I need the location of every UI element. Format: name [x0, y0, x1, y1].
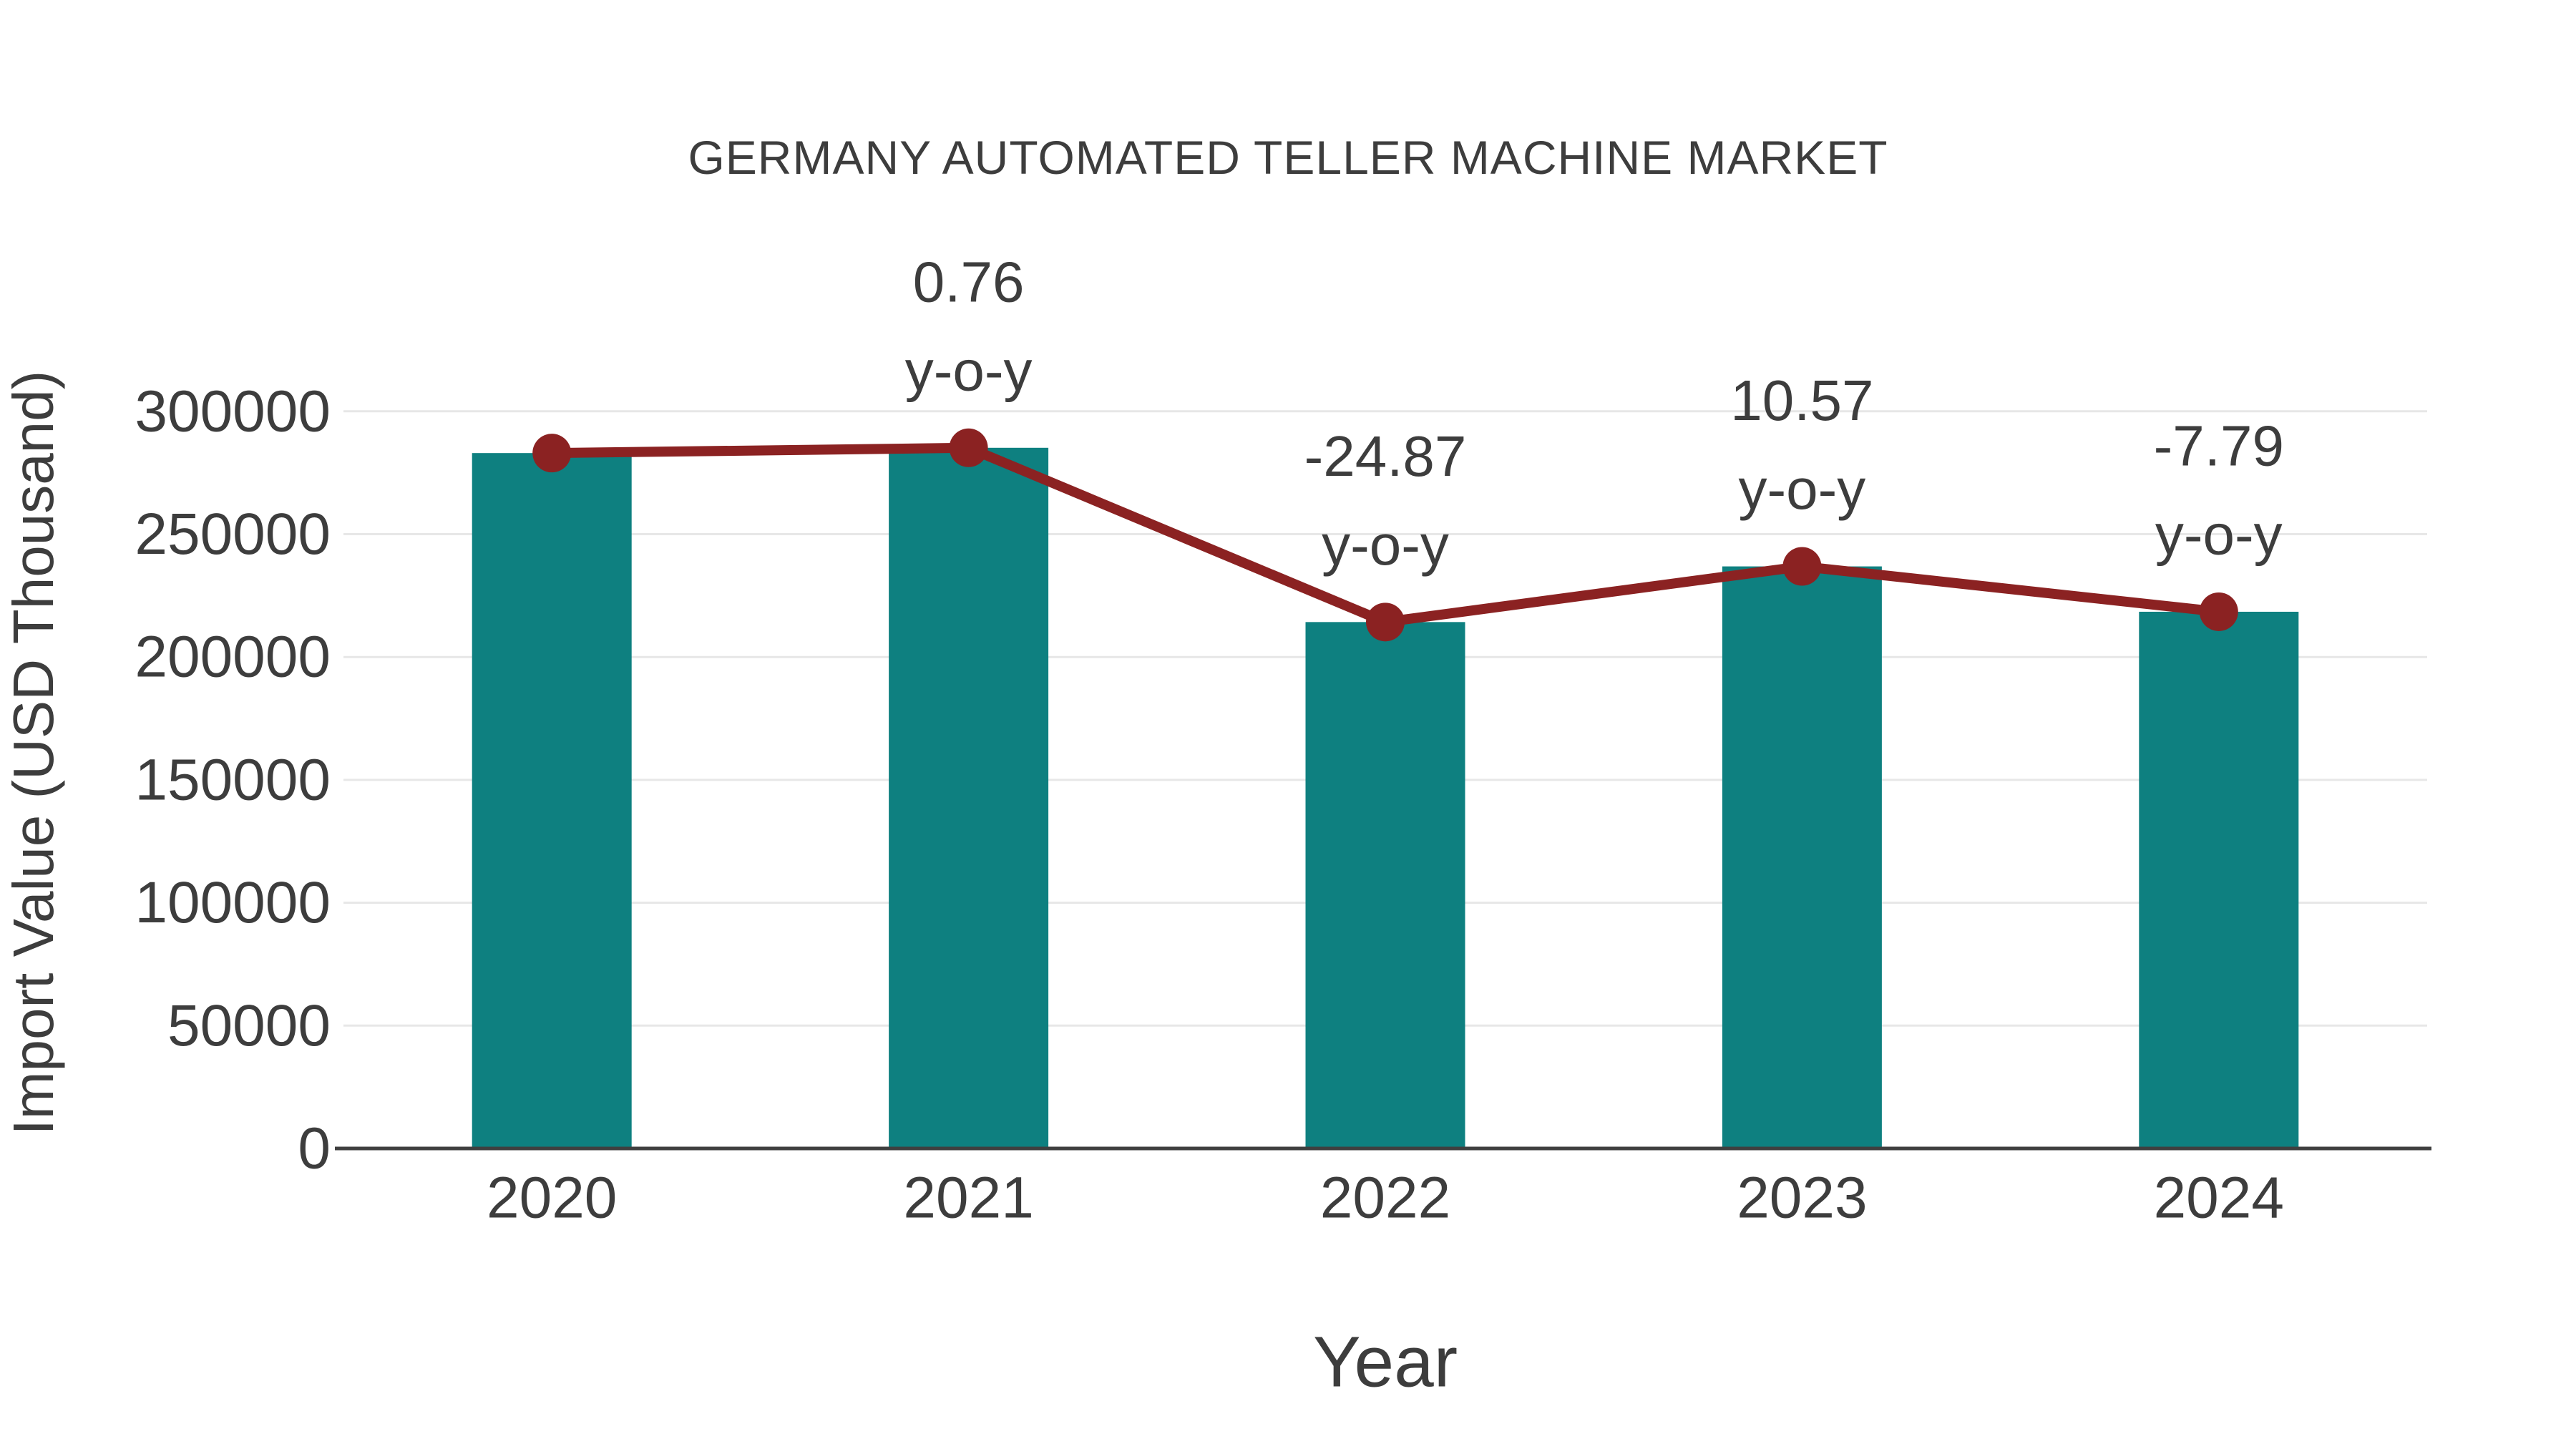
- y-tick-label: 200000: [135, 625, 331, 690]
- x-tick-label: 2022: [1320, 1166, 1450, 1231]
- annotation-suffix-2023: y-o-y: [1739, 457, 1866, 521]
- x-tick-label: 2021: [903, 1166, 1033, 1231]
- annotation-suffix-2022: y-o-y: [1322, 513, 1449, 577]
- bar-2020: [472, 453, 632, 1148]
- y-tick-label: 300000: [135, 379, 331, 444]
- x-tick-label: 2023: [1737, 1166, 1867, 1231]
- marker-2020: [532, 434, 572, 473]
- annotation-value-2023: 10.57: [1730, 369, 1873, 432]
- chart-title: GERMANY AUTOMATED TELLER MACHINE MARKET: [688, 131, 1888, 184]
- marker-2022: [1366, 602, 1405, 642]
- bar-2021: [889, 447, 1049, 1148]
- bar-2022: [1305, 622, 1465, 1148]
- y-tick-label: 250000: [135, 502, 331, 567]
- x-tick-label: 2020: [487, 1166, 617, 1231]
- x-axis-title: Year: [1312, 1322, 1458, 1402]
- annotation-value-2022: -24.87: [1304, 424, 1467, 488]
- marker-2023: [1782, 547, 1822, 586]
- annotation-value-2021: 0.76: [913, 250, 1025, 313]
- annotation-value-2024: -7.79: [2154, 414, 2284, 477]
- marker-2021: [949, 428, 988, 467]
- y-tick-label: 150000: [135, 747, 331, 812]
- bar-2024: [2139, 611, 2299, 1148]
- annotation-suffix-2021: y-o-y: [905, 338, 1033, 402]
- x-tick-label: 2024: [2154, 1166, 2284, 1231]
- y-tick-label: 100000: [135, 870, 331, 935]
- annotation-suffix-2024: y-o-y: [2155, 502, 2283, 566]
- y-tick-label: 0: [298, 1116, 331, 1181]
- bar-2023: [1722, 566, 1882, 1148]
- y-tick-label: 50000: [167, 993, 331, 1058]
- marker-2024: [2199, 592, 2238, 631]
